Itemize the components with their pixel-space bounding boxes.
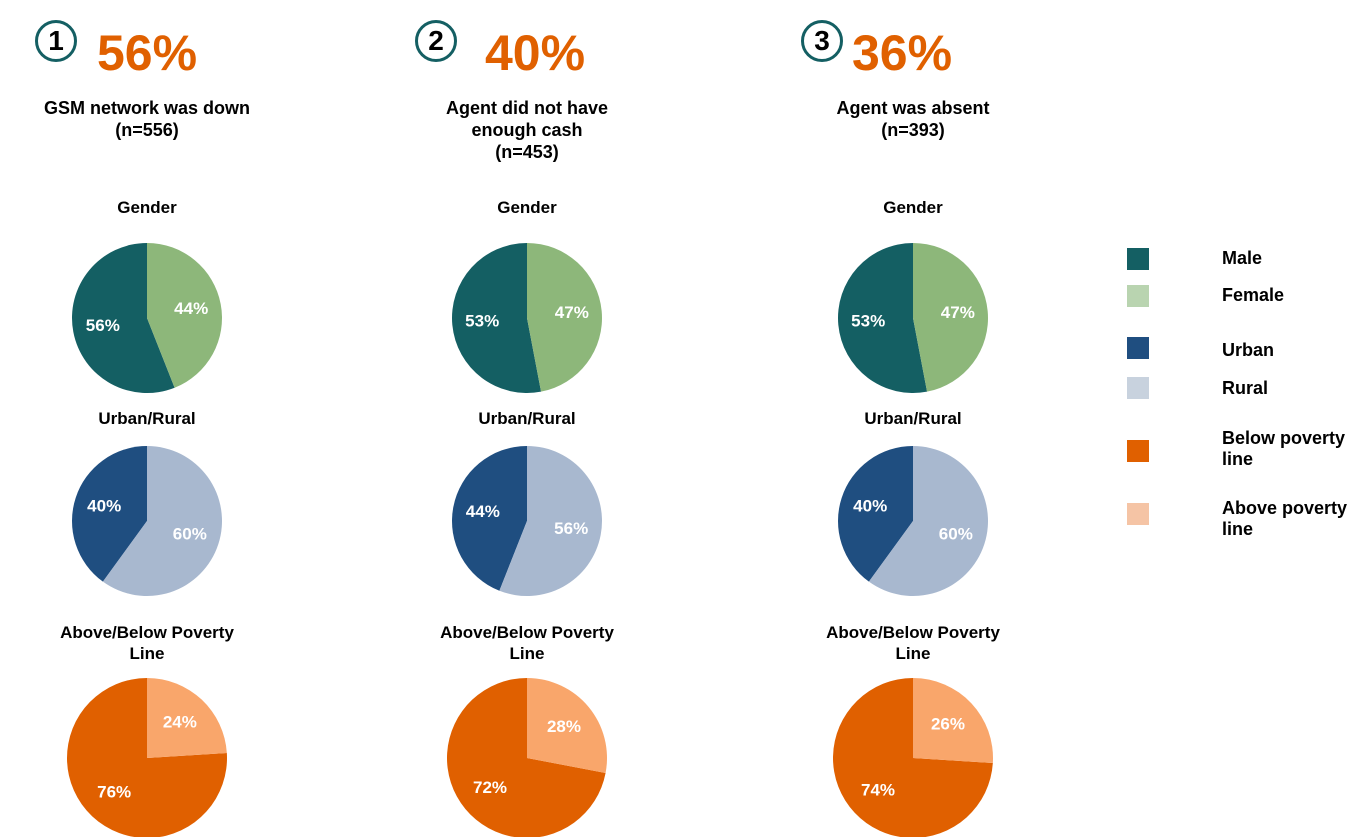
slice-label: 53%	[851, 312, 885, 331]
pie-slice	[913, 243, 988, 392]
pie-slice	[446, 678, 606, 837]
pie-slice	[838, 243, 928, 393]
slice-label: 76%	[97, 782, 131, 801]
pie-slice	[913, 678, 993, 764]
slice-label: 74%	[861, 780, 895, 799]
pie-slice	[67, 678, 227, 837]
pie-title: Above/Below Poverty Line	[60, 623, 234, 663]
slice-label: 60%	[939, 524, 973, 543]
pie-title: Urban/Rural	[98, 409, 196, 428]
headline: 36%	[851, 25, 953, 81]
legend-label: Rural	[1222, 378, 1269, 398]
description: GSM network was down	[43, 98, 251, 118]
slice-label: 28%	[547, 717, 581, 736]
slice-label: 40%	[87, 497, 121, 516]
pie-slice	[147, 678, 227, 758]
description: Agent did not have	[446, 98, 608, 118]
slice-label: 40%	[853, 497, 887, 516]
legend-label: Above poverty line	[1222, 498, 1348, 539]
slice-label: 72%	[473, 778, 507, 797]
description: Agent was absent	[836, 98, 990, 118]
legend-swatch	[1127, 377, 1149, 399]
pie-slice	[452, 243, 542, 393]
legend-label: Female	[1222, 285, 1285, 305]
description: enough cash	[471, 120, 583, 140]
pie-title: Gender	[117, 198, 177, 217]
pie-slice	[527, 243, 602, 392]
headline: 56%	[96, 25, 198, 81]
pie-slice	[102, 446, 222, 596]
pie-title: Gender	[497, 198, 557, 217]
legend-label: Below poverty line	[1222, 428, 1346, 469]
slice-label: 47%	[941, 303, 975, 322]
pie-title: Above/Below Poverty Line	[440, 623, 614, 663]
legend-swatch	[1127, 248, 1149, 270]
description: (n=453)	[495, 142, 559, 162]
pie-slice	[499, 446, 603, 596]
slice-label: 44%	[466, 502, 500, 521]
pie-slice	[833, 678, 993, 837]
pie-title: Urban/Rural	[478, 409, 576, 428]
pie-slice	[71, 446, 147, 582]
headline: 40%	[484, 25, 586, 81]
description: (n=393)	[881, 120, 945, 140]
legend-swatch	[1127, 337, 1149, 359]
description: (n=556)	[115, 120, 179, 140]
slice-label: 53%	[465, 312, 499, 331]
pie-slice	[147, 243, 223, 388]
slice-label: 56%	[86, 316, 120, 335]
step-number: 2	[415, 20, 457, 62]
legend-swatch	[1127, 285, 1149, 307]
legend-label: Male	[1222, 248, 1263, 268]
pie-slice	[527, 678, 607, 773]
pie-title: Urban/Rural	[864, 409, 962, 428]
legend-label: Urban	[1222, 340, 1275, 360]
slice-label: 60%	[173, 524, 207, 543]
step-number: 1	[35, 20, 77, 62]
pie-title: Gender	[883, 198, 943, 217]
pie-slice	[868, 446, 988, 596]
slice-label: 24%	[163, 712, 197, 731]
legend-swatch	[1127, 503, 1149, 525]
pie-slice	[838, 446, 913, 582]
slice-label: 26%	[931, 715, 965, 734]
step-number: 3	[801, 20, 843, 62]
legend-swatch	[1127, 440, 1149, 462]
slice-label: 44%	[174, 299, 208, 318]
pie-slice	[452, 446, 527, 591]
pie-slice	[72, 243, 175, 394]
slice-label: 47%	[555, 303, 589, 322]
slice-label: 56%	[554, 519, 588, 538]
pie-title: Above/Below Poverty Line	[826, 623, 1000, 663]
